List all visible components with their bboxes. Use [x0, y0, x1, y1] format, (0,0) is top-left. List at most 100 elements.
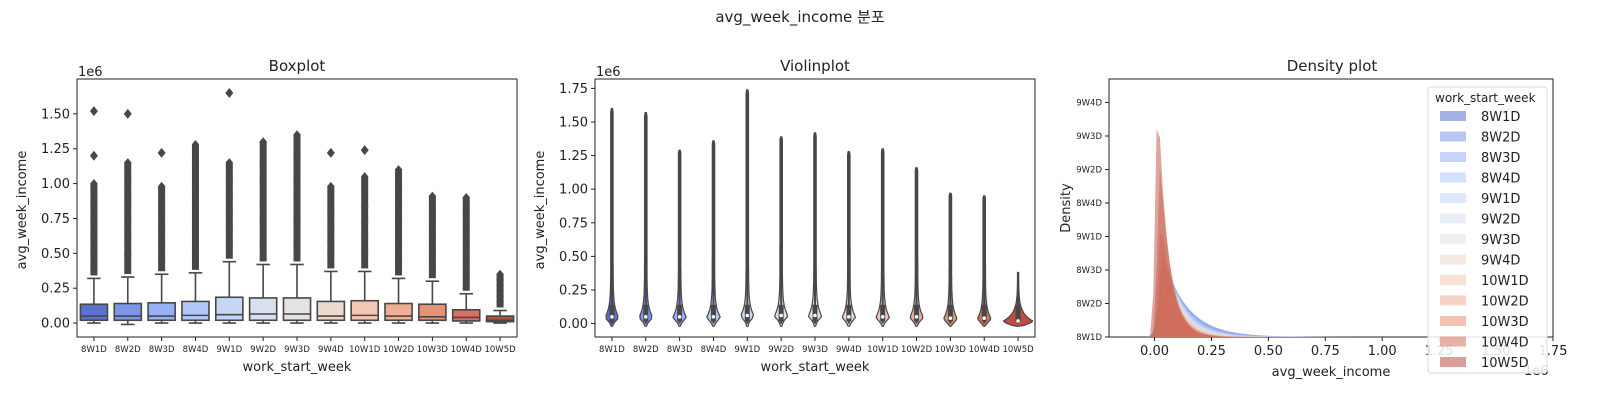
violin-10W3D [943, 192, 958, 327]
density-ytick-label: 8W3D [1076, 266, 1102, 276]
boxplot-box-8W4D [181, 140, 210, 324]
boxplot-outlier [293, 214, 301, 224]
boxplot-outlier [428, 219, 437, 229]
boxplot-iqr-box [418, 303, 447, 322]
boxplot-iqr-box [79, 303, 109, 322]
boxplot-outlier [360, 218, 369, 228]
violinplot-xtick-label: 9W2D [768, 345, 794, 355]
boxplot-outlier [327, 236, 335, 246]
boxplot-xtick-label: 8W4D [183, 345, 209, 355]
violinplot-ytick-label: 0.75 [559, 216, 588, 231]
boxplot-outlier [225, 87, 234, 98]
density-legend-label: 9W1D [1481, 192, 1520, 207]
boxplot-outlier [360, 248, 369, 258]
violinplot-xtick-label: 9W3D [802, 345, 828, 355]
violin-iqr-bar [609, 304, 615, 322]
density-ylabel: Density [1059, 183, 1074, 233]
boxplot-outlier [462, 255, 471, 265]
violinplot-frame [594, 78, 1036, 338]
boxplot-outlier [496, 297, 504, 307]
violin-iqr-bar [947, 304, 953, 322]
density-legend-swatch [1440, 295, 1466, 306]
boxplot-xtick-label: 10W2D [383, 345, 415, 355]
violin-iqr-bar [778, 304, 784, 322]
violin-iqr-bar [710, 304, 716, 322]
density-xtick-label: 0.75 [1311, 344, 1340, 359]
violin-median-point [813, 313, 817, 318]
boxplot-outlier [259, 137, 267, 147]
violin-10W4D [977, 195, 992, 327]
violin-median-point [745, 313, 750, 318]
boxplot-outlier [394, 165, 403, 175]
boxplot-iqr-box [485, 315, 515, 323]
violin-iqr-bar [846, 304, 852, 322]
boxplot-xtick-label: 10W5D [484, 345, 516, 355]
violinplot-xtick-label: 9W4D [836, 345, 862, 355]
density-legend-label: 8W2D [1481, 131, 1520, 146]
boxplot-box-9W4D [316, 147, 346, 324]
boxplot-box-10W5D [485, 269, 515, 324]
violinplot-xtick-label: 8W4D [701, 345, 727, 355]
density-xtick-label: 0.25 [1197, 344, 1226, 359]
density-legend-swatch [1440, 254, 1466, 265]
violin-median-point [914, 315, 919, 319]
boxplot-ylabel: avg_week_income [15, 151, 30, 270]
violin-iqr-bar [677, 304, 683, 322]
boxplot-ytick-label: 1.50 [41, 107, 70, 122]
boxplot-outlier [293, 193, 301, 203]
violin-10W5D [1002, 271, 1034, 327]
density-ytick-label: 9W4D [1076, 99, 1102, 109]
boxplot-outlier [191, 202, 200, 212]
boxplot-outlier [293, 172, 301, 182]
violin-median-point [779, 313, 783, 318]
boxplot-outlier [462, 270, 471, 280]
boxplot-outlier [191, 244, 200, 254]
boxplot-outlier [293, 130, 301, 140]
boxplot-ytick-label: 0.00 [41, 317, 70, 332]
violin-median-point [610, 315, 614, 319]
violin-iqr-bar [914, 304, 920, 322]
boxplot-outlier [394, 235, 403, 245]
boxplot-iqr-box [113, 302, 143, 322]
boxplot-outlier [225, 238, 234, 248]
density-xlabel: avg_week_income [1272, 365, 1391, 380]
boxplot-outlier [327, 209, 335, 219]
boxplot-ytick-label: 0.75 [41, 212, 70, 227]
violinplot-xtick-label: 8W2D [633, 345, 659, 355]
violin-median-point [643, 315, 648, 319]
boxplot-outlier [157, 210, 166, 220]
boxplot-xtick-label: 9W1D [216, 345, 242, 355]
boxplot-outlier [428, 191, 437, 201]
density-legend: work_start_week 8W1D 8W2D 8W3D 8W4D 9W1D 9W2D 9… [1427, 86, 1548, 374]
boxplot-ytick-label: 1.25 [41, 142, 70, 157]
density-ytick-label: 9W2D [1076, 166, 1102, 176]
boxplot-outlier [123, 158, 132, 168]
boxplot-outlier [90, 240, 98, 250]
violin-9W3D [807, 132, 823, 327]
boxplot-outlier [157, 224, 166, 234]
violinplot-ylabel: avg_week_income [533, 151, 548, 270]
density-legend-label: 10W5D [1481, 356, 1529, 371]
violinplot-panel: Violinplot 1e6 avg_week_income work_star… [533, 57, 1036, 375]
boxplot-outlier [327, 250, 335, 260]
boxplot-box-10W2D [384, 165, 413, 324]
boxplot-outlier [191, 181, 200, 191]
violinplot-ytick-label: 1.75 [559, 82, 588, 97]
violinplot-ytick-label: 1.50 [559, 116, 588, 131]
boxplot-box-8W1D [79, 106, 109, 324]
violinplot-xtick-label: 9W1D [734, 345, 760, 355]
boxplot-xtick-label: 9W4D [318, 345, 344, 355]
boxplot-outlier [462, 208, 471, 218]
violinplot-xtick-label: 10W3D [935, 345, 967, 355]
violinplot-title: Violinplot [780, 57, 850, 75]
boxplot-outlier [225, 222, 234, 232]
boxplot-iqr-box [451, 309, 481, 322]
boxplot-iqr-box [316, 300, 346, 322]
boxplot-outlier [191, 140, 200, 150]
boxplot-offset-text: 1e6 [78, 65, 103, 80]
violin-median-point [677, 315, 682, 319]
density-ytick-label: 9W3D [1076, 132, 1102, 142]
boxplot-xtick-label: 10W1D [349, 345, 381, 355]
density-legend-label: 9W3D [1481, 233, 1520, 248]
